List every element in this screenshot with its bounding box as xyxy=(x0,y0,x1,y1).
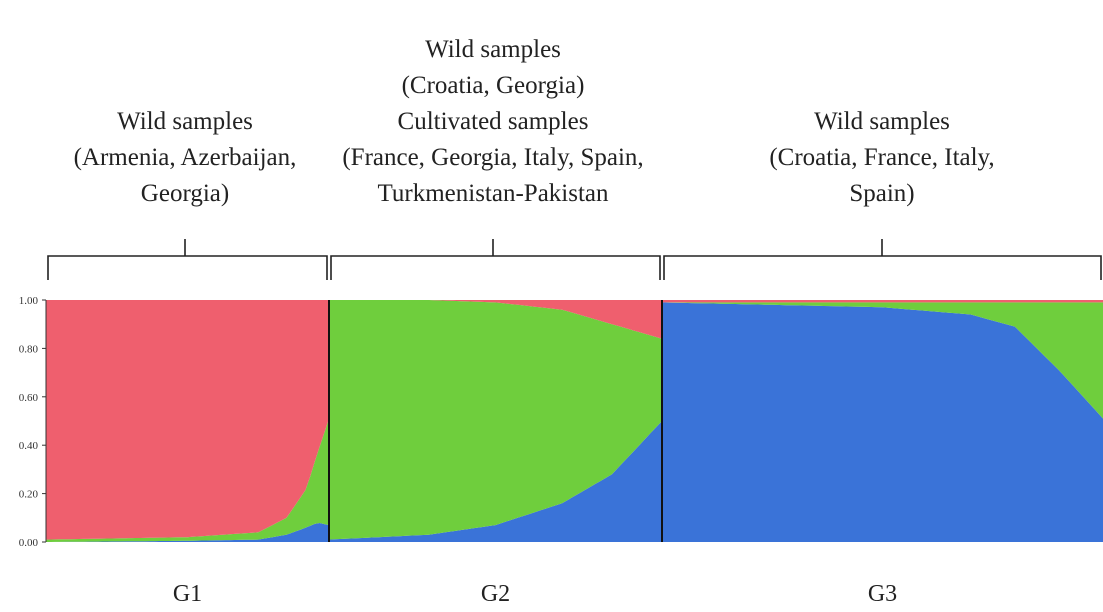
group-description-line: Cultivated samples xyxy=(398,108,589,135)
group-description-line: (France, Georgia, Italy, Spain, xyxy=(342,144,643,171)
y-tick-label: 0.20 xyxy=(19,489,39,501)
area-cluster-blue-g2 xyxy=(329,421,662,542)
bracket-g3 xyxy=(663,239,1102,280)
group-labels: G1 G2 G3 xyxy=(173,581,897,607)
bracket-g2 xyxy=(330,239,661,280)
plot-area xyxy=(46,300,1103,542)
area-cluster-red-g1 xyxy=(46,300,329,540)
y-tick-label: 0.60 xyxy=(19,392,39,404)
y-tick-label: 0.00 xyxy=(19,537,39,549)
y-axis: 0.00 0.20 0.40 0.60 0.80 1.00 xyxy=(19,295,47,549)
area-cluster-red-g2 xyxy=(329,300,662,339)
group-annotations: Wild samples (Armenia, Azerbaijan, Georgia… xyxy=(47,36,1102,280)
area-cluster-green-g2 xyxy=(329,300,662,540)
group-label-g3: G3 xyxy=(868,581,897,607)
group-panel-g1 xyxy=(46,300,329,542)
group-description-line: (Croatia, Georgia) xyxy=(402,72,585,99)
group-description-line: Wild samples xyxy=(117,108,253,135)
group-description-line: Wild samples xyxy=(814,108,950,135)
bracket-line xyxy=(663,239,1102,280)
group-panel-g3 xyxy=(662,300,1103,542)
group-description-line: Wild samples xyxy=(425,36,561,63)
y-tick-label: 0.40 xyxy=(19,440,39,452)
bracket-line xyxy=(47,239,328,280)
y-tick-label: 1.00 xyxy=(19,295,39,307)
group-label-g2: G2 xyxy=(481,581,510,607)
group-description-line: Georgia) xyxy=(141,180,229,207)
group-panel-g2 xyxy=(329,300,662,542)
group-description-line: Turkmenistan-Pakistan xyxy=(377,180,609,207)
bracket-g1 xyxy=(47,239,328,280)
area-cluster-blue-g3 xyxy=(662,302,1103,542)
group-description-line: (Croatia, France, Italy, xyxy=(769,144,994,171)
area-cluster-blue-g1 xyxy=(46,523,329,542)
y-tick-label: 0.80 xyxy=(19,343,39,355)
group-description-line: Spain) xyxy=(849,180,914,207)
group-label-g1: G1 xyxy=(173,581,202,607)
bracket-line xyxy=(330,239,661,280)
area-cluster-green-g3 xyxy=(662,302,1103,419)
group-description-line: (Armenia, Azerbaijan, xyxy=(74,144,297,171)
area-cluster-red-g3 xyxy=(662,300,1103,303)
